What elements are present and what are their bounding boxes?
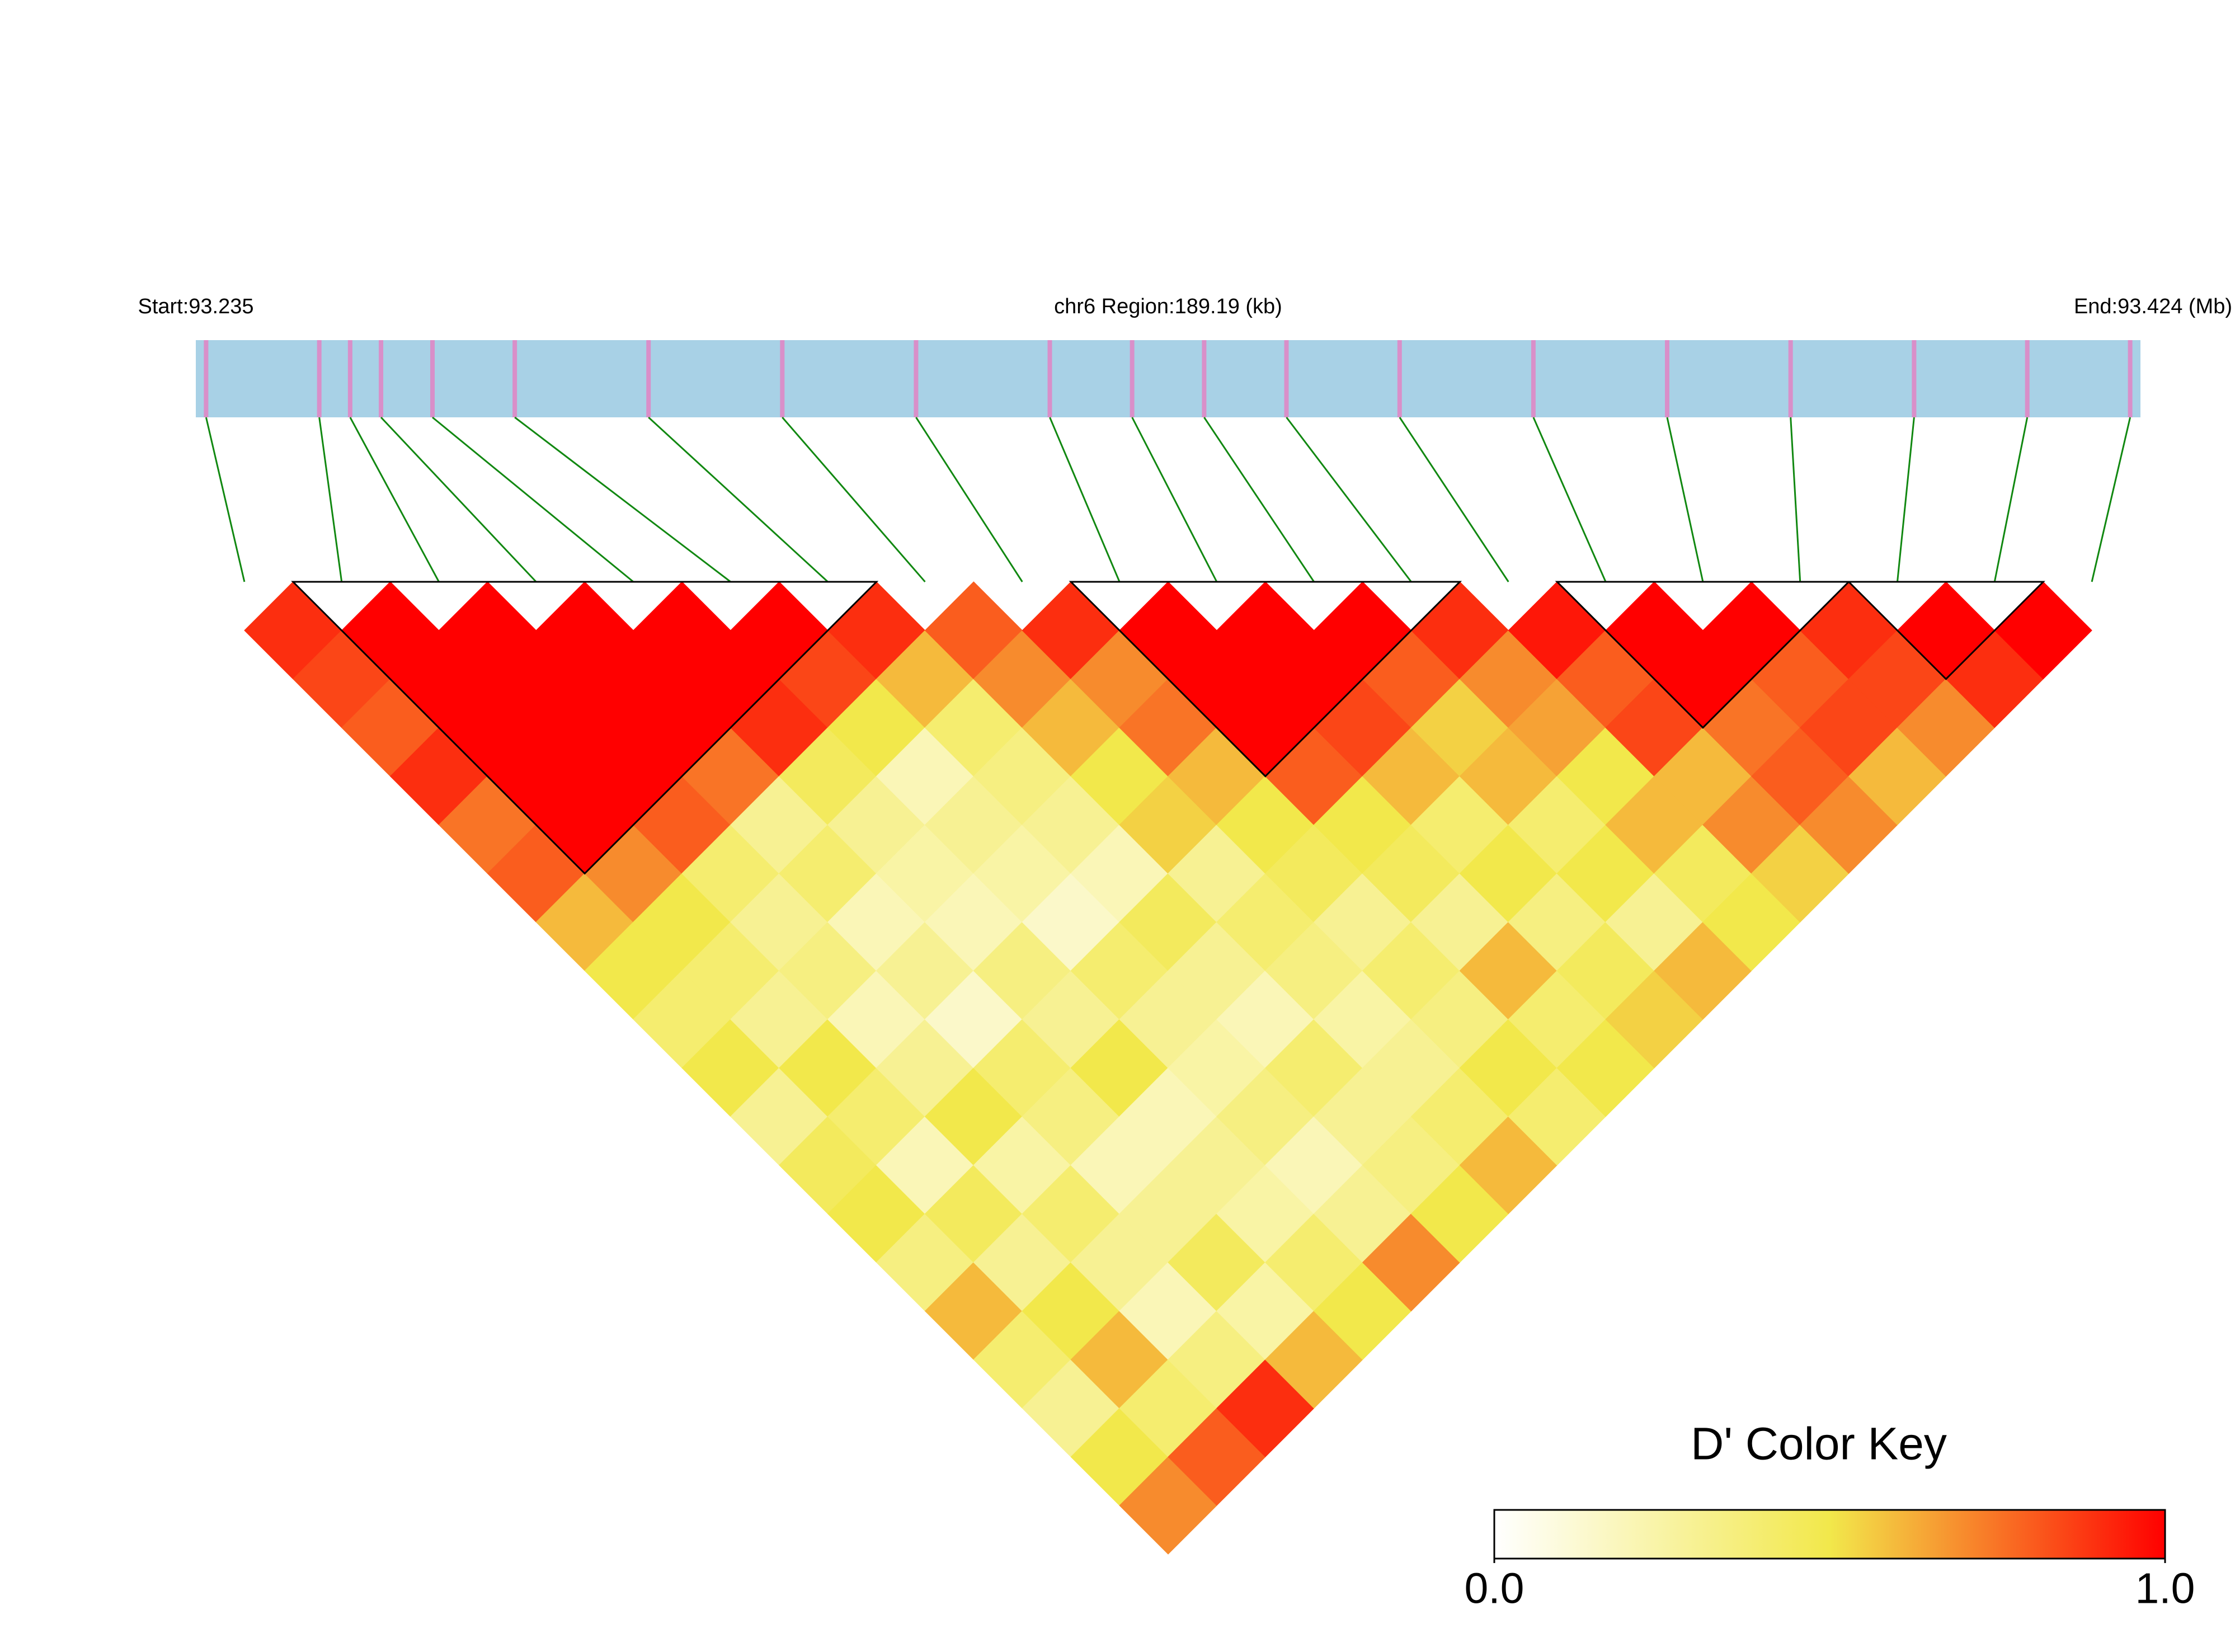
snp-connector <box>782 417 926 582</box>
snp-stripe <box>1664 340 1669 417</box>
snp-connector <box>1993 417 2029 582</box>
snp-stripe <box>1531 340 1536 417</box>
snp-connector <box>380 416 537 583</box>
start-label: Start:93.235 <box>138 295 253 318</box>
snp-connector <box>648 416 829 583</box>
snp-track <box>196 340 2140 417</box>
snp-stripe <box>2025 340 2030 417</box>
snp-stripe <box>2128 340 2133 417</box>
ld-block-outline <box>291 581 879 875</box>
snp-connector <box>205 417 246 582</box>
snp-stripe <box>1284 340 1289 417</box>
ld-block-outline <box>1555 581 1851 729</box>
snp-stripe <box>1397 340 1402 417</box>
ld-block-outline <box>1069 581 1462 778</box>
snp-connector <box>514 416 731 583</box>
snp-connector <box>1666 417 1704 582</box>
snp-stripe <box>1788 340 1793 417</box>
snp-connector <box>1897 417 1915 582</box>
snp-stripe <box>1130 340 1135 417</box>
snp-stripe <box>204 340 209 417</box>
snp-connector <box>1286 417 1412 582</box>
snp-connector <box>915 417 1023 582</box>
snp-stripe <box>430 340 435 417</box>
snp-stripe <box>1202 340 1207 417</box>
snp-connector <box>1049 417 1121 582</box>
snp-connector <box>1790 417 1801 582</box>
colorkey-tick-label: 0.0 <box>1464 1564 1524 1612</box>
colorkey-tick-label: 1.0 <box>2135 1564 2195 1612</box>
region-label: chr6 Region:189.19 (kb) <box>1054 295 1282 318</box>
snp-connector <box>1399 417 1509 582</box>
snp-connector <box>318 417 343 582</box>
snp-stripe <box>512 340 517 417</box>
snp-connector <box>1131 417 1218 582</box>
snp-connector <box>349 417 440 582</box>
snp-stripe <box>1912 340 1917 417</box>
snp-stripe <box>1047 340 1052 417</box>
snp-connector <box>1203 417 1315 582</box>
snp-connector <box>2091 417 2132 582</box>
snp-stripe <box>317 340 322 417</box>
colorkey-title: D' Color Key <box>1691 1419 1947 1470</box>
snp-stripe <box>646 340 651 417</box>
snp-connector <box>1532 417 1607 582</box>
snp-stripe <box>780 340 785 417</box>
snp-connector <box>432 416 634 583</box>
snp-stripe <box>347 340 352 417</box>
ld-block-outline <box>1846 581 2045 680</box>
snp-stripe <box>379 340 384 417</box>
end-label: End:93.424 (Mb) <box>2074 295 2232 318</box>
snp-stripe <box>914 340 919 417</box>
colorkey-bar <box>1493 1509 2166 1560</box>
